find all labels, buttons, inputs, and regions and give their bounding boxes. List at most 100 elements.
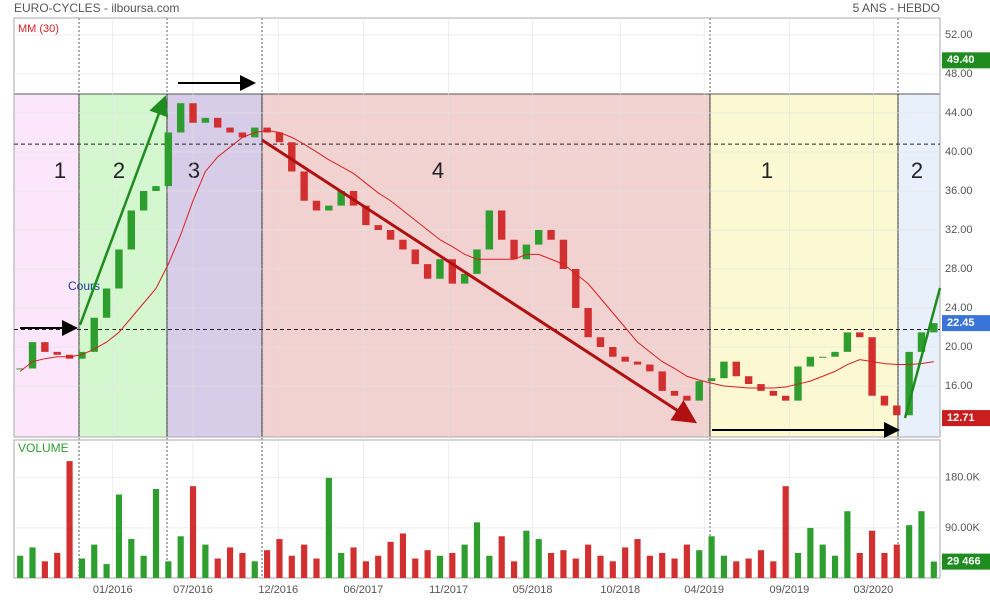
candle — [485, 210, 494, 250]
candle — [547, 229, 555, 240]
zone — [709, 93, 899, 438]
candle — [781, 395, 790, 401]
zone-label: 4 — [432, 158, 444, 183]
candle — [226, 127, 234, 133]
candle — [609, 346, 617, 357]
candle — [880, 395, 889, 406]
volume-bar — [103, 564, 110, 578]
candle — [522, 244, 531, 260]
candle — [41, 342, 49, 352]
x-tick-label: 01/2016 — [93, 584, 133, 596]
candle — [621, 356, 629, 362]
volume-bar — [782, 486, 789, 578]
candle — [917, 332, 926, 352]
candle — [288, 142, 296, 172]
candle — [893, 405, 901, 416]
candle — [16, 368, 24, 370]
volume-bar — [412, 558, 419, 578]
candle — [905, 351, 913, 416]
candle — [423, 264, 432, 279]
volume-bar — [659, 552, 666, 578]
candle — [831, 351, 839, 357]
volume-bar — [609, 561, 616, 578]
price-marker-label: 49.40 — [947, 54, 975, 66]
candle — [399, 239, 407, 250]
zone — [261, 93, 711, 438]
volume-bar — [498, 536, 505, 578]
zone-label: 2 — [911, 158, 923, 183]
x-tick-label: 06/2017 — [344, 584, 384, 596]
candle — [201, 117, 210, 123]
candle — [238, 132, 247, 138]
price-marker — [942, 52, 990, 69]
arrow — [903, 287, 942, 419]
candle — [510, 239, 518, 260]
volume-bar — [189, 486, 197, 578]
price-marker-label: 12.71 — [947, 412, 975, 424]
volume-bar — [313, 558, 320, 578]
volume-bar — [696, 550, 703, 578]
candle — [362, 205, 370, 226]
candle — [584, 307, 592, 338]
zone — [13, 93, 80, 438]
volume-bar — [597, 555, 604, 578]
price-marker — [942, 315, 990, 332]
volume-bar — [869, 530, 876, 578]
y-tick-label: 48.00 — [945, 68, 973, 80]
candle — [374, 225, 382, 230]
volume-bar — [856, 552, 863, 578]
volume-bar — [362, 561, 369, 578]
volume-bar — [634, 539, 641, 578]
volume-bar — [671, 558, 678, 578]
volume-bar — [399, 533, 407, 578]
volume-bar — [424, 550, 431, 578]
zone — [78, 93, 168, 438]
x-tick-label: 10/2018 — [600, 584, 640, 596]
volume-bar — [585, 544, 592, 578]
volume-bar — [733, 561, 740, 578]
volume-bar — [128, 539, 135, 578]
candle — [868, 337, 876, 396]
candle — [572, 268, 580, 308]
volume-bar — [473, 522, 481, 578]
price-marker-label: 29 466 — [947, 556, 981, 568]
volume-bar — [918, 511, 925, 578]
volume-bar — [387, 541, 394, 578]
price-marker — [942, 553, 990, 570]
volume-bar — [893, 544, 900, 578]
y-tick-label: 20.00 — [945, 341, 973, 353]
volume-bar — [745, 558, 752, 578]
volume-bar — [41, 561, 48, 578]
volume-bar — [831, 555, 839, 578]
candle — [275, 132, 284, 143]
candle — [819, 356, 827, 358]
zone-label: 3 — [188, 158, 200, 183]
y-tick-label: 36.00 — [945, 185, 973, 197]
volume-bar — [535, 539, 542, 578]
y-tick-label: 40.00 — [945, 146, 973, 158]
candle — [90, 317, 98, 352]
chart-subtitle: 5 ANS - HEBDO — [853, 1, 940, 15]
y-tick-label: 180.0K — [945, 472, 981, 484]
candle — [312, 200, 321, 211]
candle — [337, 190, 345, 206]
volume-bar — [54, 552, 61, 578]
x-tick-label: 05/2018 — [513, 584, 553, 596]
candle — [28, 342, 37, 369]
volume-bar — [770, 561, 777, 578]
volume-bar — [239, 552, 246, 578]
volume-bar — [646, 555, 653, 578]
candle — [497, 210, 506, 240]
zone-label: 1 — [54, 158, 66, 183]
zone-label: 1 — [761, 158, 773, 183]
candle — [670, 390, 679, 396]
volume-bar — [881, 552, 888, 578]
price-frame — [13, 17, 941, 438]
candle — [732, 361, 740, 377]
volume-bar — [29, 547, 36, 578]
candle — [559, 239, 568, 269]
candle — [386, 229, 395, 240]
y-tick-label: 16.00 — [945, 380, 973, 392]
candle — [930, 323, 938, 333]
volume-bar — [325, 477, 332, 578]
